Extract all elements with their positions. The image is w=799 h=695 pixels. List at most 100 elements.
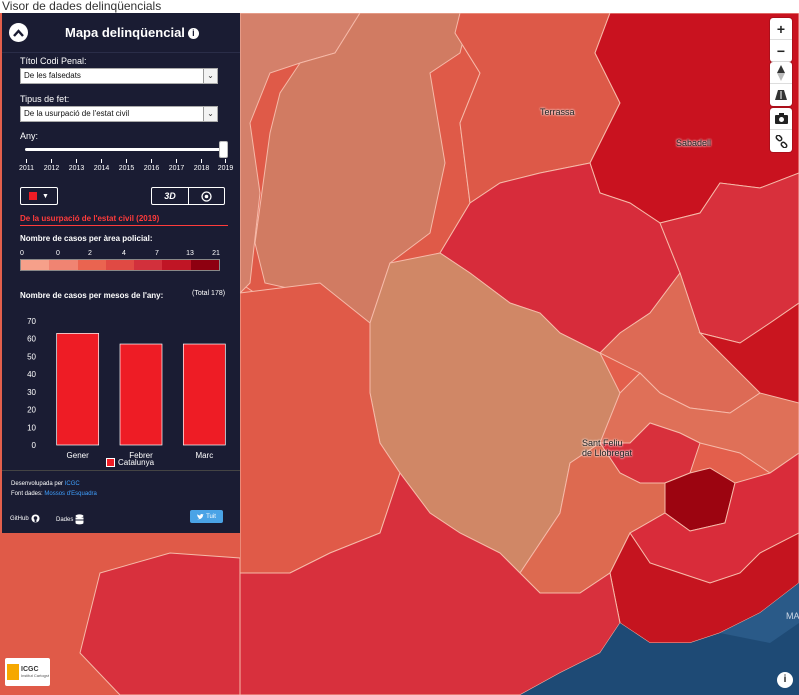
y-tick-label: 60 [27, 335, 36, 344]
map-label-sea: MAR [786, 611, 799, 621]
panel-footer: Desenvolupada per ICGC Font dades: Mosso… [2, 470, 240, 533]
year-tick: 2019 [213, 159, 238, 172]
orientation-controls [770, 62, 792, 106]
color-picker-button[interactable]: ▼ [20, 187, 58, 205]
y-tick-label: 40 [27, 370, 36, 379]
area-legend-label: Nombre de casos per àrea policial: [20, 234, 153, 243]
legend-break: 4 [122, 250, 126, 257]
bar-febrer[interactable] [119, 343, 163, 446]
year-slider-track[interactable] [25, 148, 223, 151]
choropleth-map[interactable] [0, 13, 799, 695]
map-label-sant-feliu: Sant Feliu de Llobregat [582, 438, 633, 458]
control-panel: Mapa delinqüencial i Títol Codi Penal: De… [2, 13, 240, 533]
year-tick: 2012 [39, 159, 64, 172]
tipus-label: Tipus de fet: [20, 94, 70, 104]
legend-swatch [77, 260, 106, 270]
compass-icon [777, 64, 785, 81]
zoom-controls: + − [770, 18, 792, 62]
codi-penal-value: De les falsedats [24, 71, 81, 80]
link-button[interactable] [770, 130, 792, 152]
chevron-down-icon: ⌄ [203, 69, 217, 83]
color-swatch [29, 192, 38, 200]
zoom-out-button[interactable]: − [776, 43, 786, 59]
legend-swatch [49, 260, 78, 270]
icgc-link[interactable]: ICGC [64, 481, 80, 487]
tipus-value: De la usurpació de l'estat civil [24, 109, 130, 118]
legend-break: 21 [212, 250, 220, 257]
mossos-link[interactable]: Mossos d'Esquadra [44, 491, 97, 497]
pitch-button[interactable] [770, 84, 792, 106]
x-tick-label: Gener [67, 451, 90, 458]
tipus-select[interactable]: De la usurpació de l'estat civil ⌄ [20, 106, 218, 122]
locate-button[interactable] [189, 187, 225, 205]
y-tick-label: 50 [27, 352, 36, 361]
database-icon [75, 514, 84, 525]
year-slider-handle[interactable] [219, 141, 228, 158]
dades-link[interactable]: Dades [56, 514, 84, 525]
tweet-button[interactable]: Tuit [190, 510, 223, 523]
developed-by: Desenvolupada per ICGC [11, 481, 80, 487]
link-icon [775, 134, 787, 148]
divider [20, 225, 228, 226]
compass-button[interactable] [770, 62, 792, 84]
codi-penal-select[interactable]: De les falsedats ⌄ [20, 68, 218, 84]
screenshot-button[interactable] [770, 108, 792, 130]
icgc-logo-mark [7, 664, 19, 680]
chart-legend: Catalunya [106, 458, 154, 467]
map-label-terrassa: Terrassa [540, 107, 575, 117]
icgc-logo-subtitle: Institut Cartogràfic i Geològic de Catal… [21, 673, 49, 678]
3d-button[interactable]: 3D [151, 187, 189, 205]
bar-març[interactable] [182, 343, 226, 446]
y-tick-label: 0 [32, 441, 37, 450]
year-tick: 2016 [139, 159, 164, 172]
monthly-bar-chart: 0 10 20 30 40 50 60 70 Gener Febrer Març [27, 317, 226, 458]
map-info-button[interactable]: i [777, 672, 793, 688]
chevron-up-icon [13, 28, 24, 37]
perspective-icon [775, 90, 787, 100]
year-tick: 2015 [114, 159, 139, 172]
legend-breaks: 0 0 2 4 7 13 21 [20, 250, 220, 260]
legend-break: 2 [88, 250, 92, 257]
map-label-sabadell: Sabadell [676, 138, 712, 148]
bar-gener[interactable] [56, 333, 100, 446]
legend-swatch [162, 260, 191, 270]
color-legend-bar [20, 259, 220, 271]
legend-swatch [190, 260, 219, 270]
icgc-logo-text: ICGC [21, 666, 39, 673]
legend-break: 0 [56, 250, 60, 257]
zoom-in-button[interactable]: + [770, 18, 792, 40]
legend-break: 7 [155, 250, 159, 257]
codi-penal-label: Títol Codi Penal: [20, 56, 87, 66]
camera-icon [774, 113, 788, 124]
legend-swatch [21, 260, 50, 270]
chart-label: Nombre de casos per mesos de l'any: [20, 291, 164, 300]
map-view[interactable]: Terrassa Sabadell Sant Feliu de Llobrega… [0, 13, 799, 695]
github-link[interactable]: GitHub [10, 514, 40, 523]
data-source: Font dades: Mossos d'Esquadra [11, 491, 97, 497]
any-label: Any: [20, 131, 39, 141]
panel-header: Mapa delinqüencial i [2, 13, 240, 53]
collapse-button[interactable] [9, 23, 28, 42]
icgc-logo[interactable]: ICGC Institut Cartogràfic i Geològic de … [5, 658, 50, 686]
page-title: Visor de dades delinqüencials [2, 0, 162, 13]
y-tick-label: 10 [27, 423, 36, 432]
legend-swatch [134, 260, 163, 270]
year-tick: 2018 [189, 159, 214, 172]
total-label: (Total 178) [192, 290, 226, 297]
caret-down-icon: ▼ [42, 192, 49, 200]
selection-heading: De la usurpació de l'estat civil (2019) [20, 214, 160, 223]
legend-break: 0 [20, 250, 24, 257]
legend-series-name: Catalunya [118, 458, 155, 467]
x-tick-label: Febrer [129, 451, 153, 458]
year-tick: 2017 [164, 159, 189, 172]
chevron-down-icon: ⌄ [203, 107, 217, 121]
info-icon[interactable]: i [187, 28, 199, 39]
year-ticks: 2011 2012 2013 2014 2015 2016 2017 2018 … [19, 159, 233, 179]
year-tick: 2014 [89, 159, 114, 172]
year-tick: 2011 [14, 159, 39, 172]
github-icon [31, 514, 40, 523]
target-icon [201, 190, 212, 202]
y-tick-label: 30 [27, 388, 36, 397]
twitter-icon [197, 513, 205, 519]
legend-color-box [106, 458, 115, 467]
